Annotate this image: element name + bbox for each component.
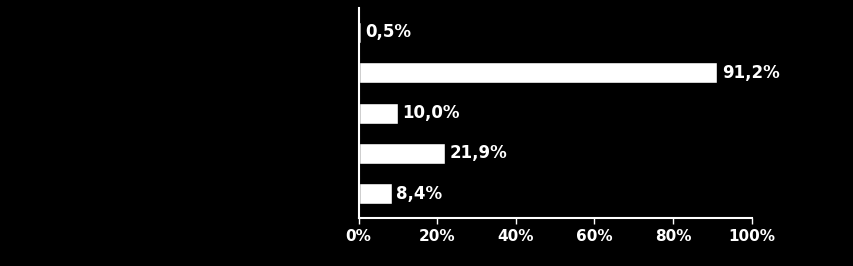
Bar: [358, 22, 360, 43]
Text: 10,0%: 10,0%: [403, 104, 460, 122]
Bar: [358, 143, 444, 164]
Text: 21,9%: 21,9%: [449, 144, 507, 163]
Bar: [358, 62, 717, 83]
Bar: [358, 103, 397, 123]
Text: 91,2%: 91,2%: [721, 64, 779, 82]
Bar: [358, 183, 392, 204]
Text: 0,5%: 0,5%: [365, 23, 411, 41]
Text: 8,4%: 8,4%: [396, 185, 442, 203]
